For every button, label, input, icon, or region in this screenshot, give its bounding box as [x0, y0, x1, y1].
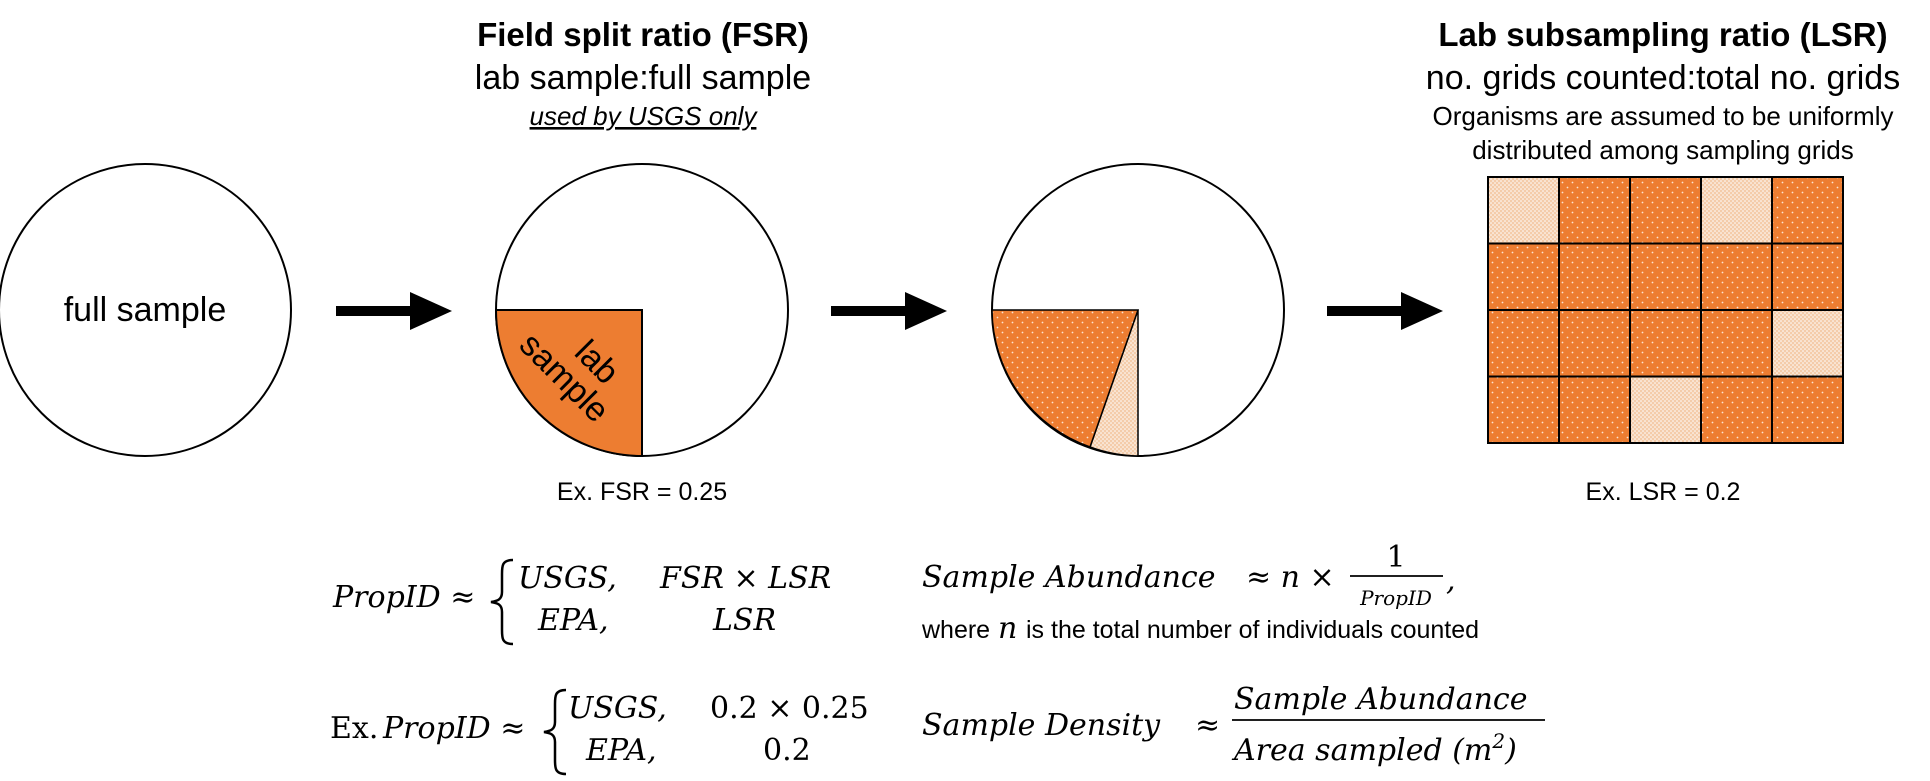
grid-cell: [1700, 309, 1773, 378]
arrow-icon: [336, 292, 452, 330]
grid-cell: [1487, 242, 1560, 311]
example-propid-lhs: PropID ≈: [382, 711, 525, 746]
grid-cell: [1771, 176, 1844, 245]
uncounted-slice: [991, 309, 1140, 448]
grid-cell: [1629, 176, 1702, 245]
grid-cell-counted: [1700, 176, 1773, 245]
lsr-title: Lab subsampling ratio (LSR): [1438, 16, 1887, 53]
fsr-example: Ex. FSR = 0.25: [557, 478, 727, 506]
where-prefix: where: [921, 616, 990, 644]
density-approx: ≈: [1195, 708, 1220, 743]
sampling-grid: [1487, 176, 1844, 444]
arrow-icon: [831, 292, 947, 330]
density-denominator: Area sampled (m2): [1231, 729, 1517, 768]
fsr-usgs-note: used by USGS only: [530, 101, 759, 131]
where-variable: n: [998, 611, 1017, 646]
abundance-equation: Sample Abundance ≈ n × 1 PropID , where …: [921, 540, 1479, 646]
grid-cell-counted: [1771, 309, 1844, 378]
grid-cell: [1558, 309, 1631, 378]
abundance-lhs: Sample Abundance: [922, 560, 1215, 595]
grid-cell-counted: [1487, 176, 1560, 245]
grid-cell: [1700, 242, 1773, 311]
example-propid-equation: Ex. PropID ≈ USGS, 0.2 × 0.25 EPA, 0.2: [330, 688, 869, 776]
grid-cell: [1558, 176, 1631, 245]
brace-icon: [543, 688, 567, 776]
grid-cell: [1771, 375, 1844, 444]
density-numerator: Sample Abundance: [1234, 682, 1527, 717]
density-lhs: Sample Density: [922, 708, 1161, 743]
density-equation: Sample Density ≈ Sample Abundance Area s…: [922, 682, 1545, 768]
grid-cell: [1700, 375, 1773, 444]
brace-icon: [490, 558, 514, 646]
propid-lhs: PropID ≈: [332, 580, 475, 615]
where-suffix: is the total number of individuals count…: [1026, 616, 1479, 644]
usgs-case: USGS,: [518, 561, 617, 596]
grid-cell: [1487, 309, 1560, 378]
abundance-comma: ,: [1446, 563, 1456, 598]
example-epa-case: EPA,: [585, 733, 657, 768]
example-usgs-value: 0.2 × 0.25: [710, 691, 869, 726]
epa-case: EPA,: [537, 603, 609, 638]
epa-value: LSR: [712, 603, 776, 638]
propid-equation: PropID ≈ USGS, FSR × LSR EPA, LSR: [332, 558, 831, 646]
example-prefix: Ex.: [330, 711, 378, 746]
usgs-value: FSR × LSR: [659, 561, 831, 596]
abundance-numerator: 1: [1386, 540, 1405, 575]
fsr-subtitle: lab sample:full sample: [475, 59, 811, 97]
grid-cell: [1487, 375, 1560, 444]
abundance-approx: ≈ n ×: [1246, 560, 1335, 595]
full-sample-label: full sample: [64, 291, 227, 329]
abundance-denominator: PropID: [1359, 586, 1432, 610]
fsr-title: Field split ratio (FSR): [477, 16, 809, 53]
arrow-icon: [1327, 292, 1443, 330]
lsr-note-line2: distributed among sampling grids: [1472, 135, 1854, 165]
grid-cell: [1771, 242, 1844, 311]
example-epa-value: 0.2: [763, 733, 811, 768]
lsr-subtitle: no. grids counted:total no. grids: [1426, 59, 1900, 97]
grid-cell: [1558, 242, 1631, 311]
grid-cell: [1629, 309, 1702, 378]
grid-cell: [1629, 242, 1702, 311]
full-sample-circle: [0, 163, 292, 457]
lab-sample-wedge: [494, 309, 643, 458]
lsr-note-line1: Organisms are assumed to be uniformly: [1433, 101, 1894, 131]
example-usgs-case: USGS,: [568, 691, 667, 726]
lsr-example: Ex. LSR = 0.2: [1586, 478, 1741, 506]
grid-cell: [1558, 375, 1631, 444]
grid-cell-counted: [1629, 375, 1702, 444]
